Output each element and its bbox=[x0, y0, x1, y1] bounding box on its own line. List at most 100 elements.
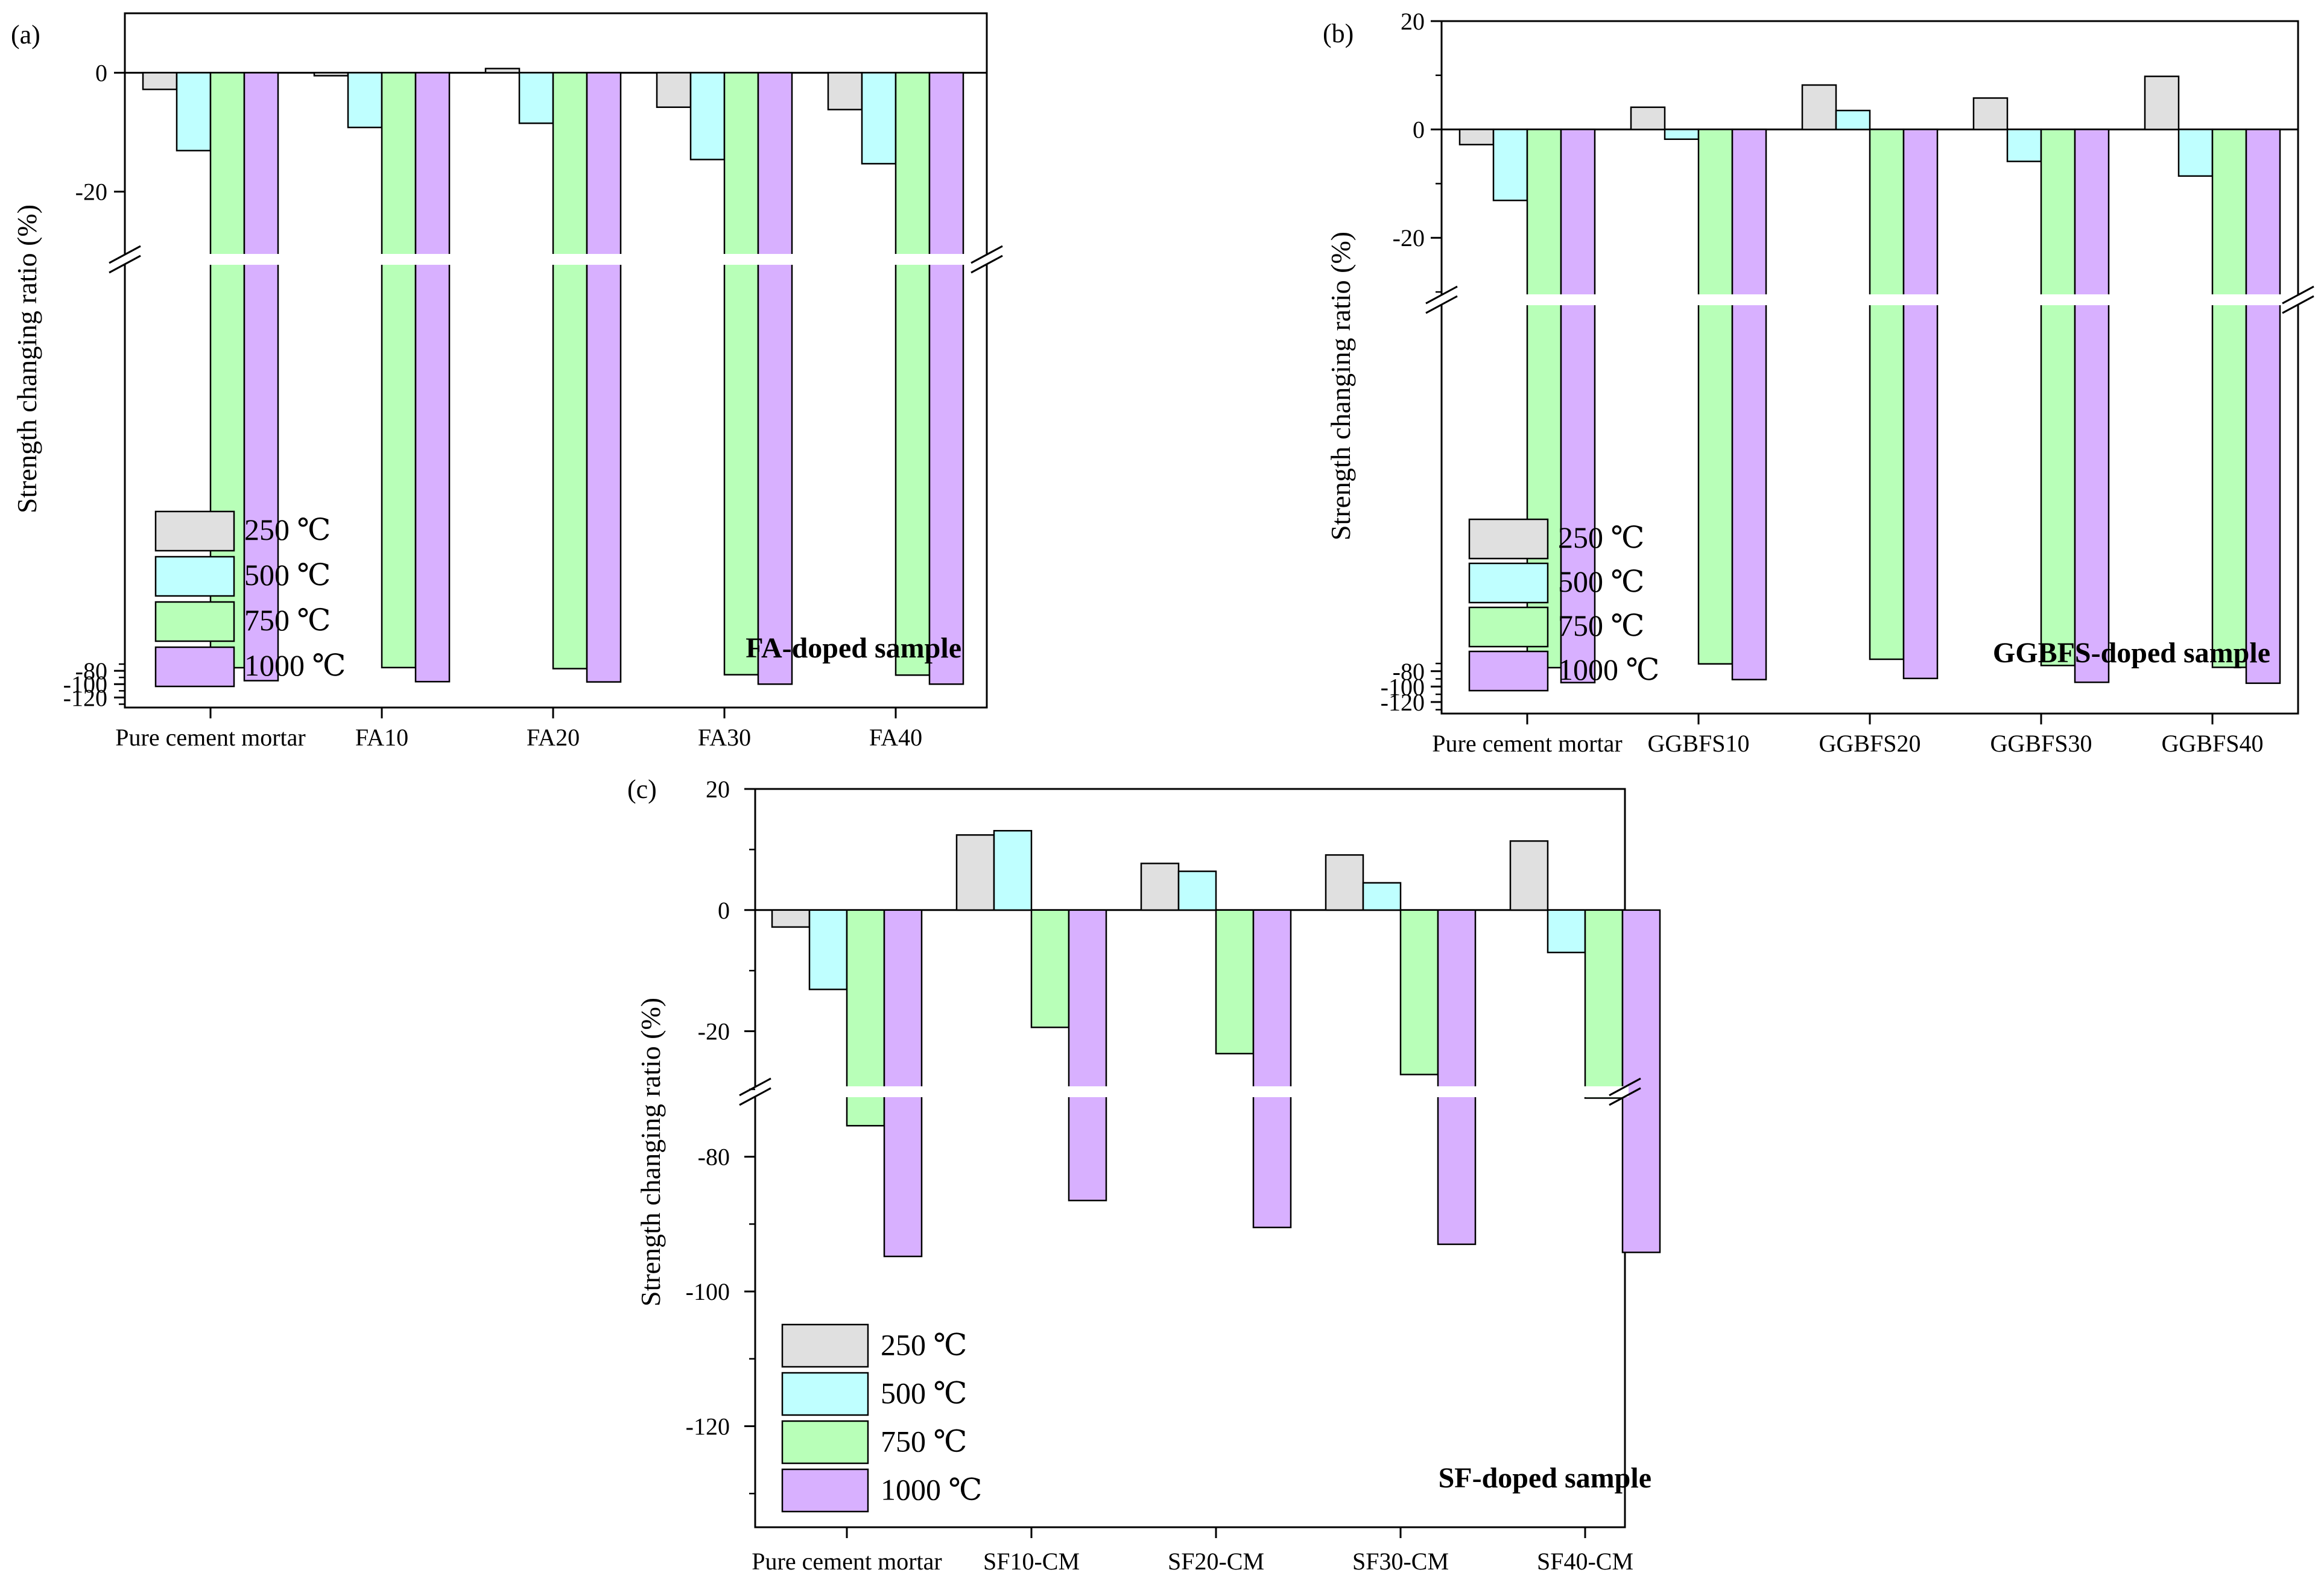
bar-750c-fa40 bbox=[895, 72, 931, 676]
axis-break-spine-gap bbox=[983, 254, 990, 265]
axis-break-mark-left bbox=[739, 1087, 771, 1106]
y-tick-label: 20 bbox=[706, 776, 730, 803]
bar-1000c-ggbfs10 bbox=[1731, 128, 1767, 680]
y-tick-label: -120 bbox=[686, 1413, 730, 1440]
plot-frame bbox=[124, 12, 988, 709]
y-axis-label: Strength changing ratio (%) bbox=[635, 998, 666, 1306]
legend-swatch-500 bbox=[1468, 562, 1549, 604]
y-tick-label: -100 bbox=[1381, 673, 1425, 700]
bar-750c-fa10 bbox=[381, 72, 417, 669]
panel-label: (b) bbox=[1323, 19, 1354, 48]
x-tick-label: GGBFS10 bbox=[1648, 730, 1750, 757]
bar-250c-sf20-cm bbox=[1140, 863, 1180, 911]
y-tick-label: -100 bbox=[686, 1278, 730, 1305]
legend-swatch-250 bbox=[781, 1323, 869, 1368]
x-tick-label: SF30-CM bbox=[1352, 1548, 1449, 1575]
axis-break-mark-right bbox=[2282, 285, 2314, 305]
axis-break-mark-right bbox=[2282, 295, 2314, 314]
legend-label-500: 500 ℃ bbox=[1558, 565, 1644, 598]
legend-swatch-1000 bbox=[781, 1468, 869, 1513]
bar-500c-fa40 bbox=[861, 72, 897, 165]
panel-a-fa-doped: 0 -20 -80-100-120 Pure cement mortar FA10 FA2… bbox=[11, 12, 1003, 751]
bar-1000c-fa10 bbox=[414, 72, 451, 683]
x-tick-label: GGBFS40 bbox=[2162, 730, 2264, 757]
legend-label-1000: 1000 ℃ bbox=[244, 648, 346, 682]
panel-label: (a) bbox=[11, 20, 40, 49]
y-tick-label: -20 bbox=[75, 179, 107, 206]
axis-break-gap bbox=[1443, 294, 2297, 305]
bar-500c-ggbfs10 bbox=[1664, 128, 1700, 141]
x-tick-label: Pure cement mortar bbox=[115, 724, 305, 751]
bar-500c-ggbfs40 bbox=[2177, 128, 2214, 177]
bar-250c-fa30 bbox=[656, 72, 692, 108]
bar-750c-ggbfs10 bbox=[1697, 128, 1734, 665]
bar-1000c-pure-cement-mortar bbox=[1560, 128, 1596, 683]
legend-label-500: 500 ℃ bbox=[881, 1376, 967, 1410]
y-tick-label: -80 bbox=[1393, 658, 1425, 685]
bar-250c-sf40-cm bbox=[1509, 840, 1549, 911]
bar-1000c-sf10-cm bbox=[1068, 909, 1107, 1202]
legend-label-250: 250 ℃ bbox=[244, 513, 331, 546]
y-axis-label: Strength changing ratio (%) bbox=[1325, 232, 1356, 540]
bar-250c-fa40 bbox=[827, 72, 863, 110]
bar-1000c-sf20-cm bbox=[1252, 909, 1292, 1229]
bar-1000c-fa40 bbox=[928, 72, 964, 685]
bar-250c-fa10 bbox=[313, 72, 349, 77]
bar-250c-ggbfs30 bbox=[1972, 97, 2009, 130]
axis-break-mark-left bbox=[739, 1077, 771, 1097]
legend-swatch-250 bbox=[1468, 518, 1549, 560]
y-tick-label: 0 bbox=[1413, 116, 1425, 144]
bar-500c-fa30 bbox=[689, 72, 726, 160]
y-tick-label: -120 bbox=[63, 684, 107, 711]
y-axis-label: Strength changing ratio (%) bbox=[11, 204, 42, 513]
axis-break-mark-left bbox=[109, 255, 141, 274]
legend-swatch-750 bbox=[154, 601, 235, 642]
x-tick-label: SF20-CM bbox=[1168, 1548, 1264, 1575]
bar-250c-pure-cement-mortar bbox=[771, 909, 811, 928]
bar-250c-sf30-cm bbox=[1325, 854, 1364, 911]
bar-750c-fa20 bbox=[552, 72, 588, 670]
legend-swatch-1000 bbox=[154, 646, 235, 688]
bar-1000c-sf40-cm bbox=[1621, 909, 1661, 1253]
bar-250c-sf10-cm bbox=[955, 834, 995, 911]
y-tick-label: -120 bbox=[1381, 689, 1425, 716]
axis-break-spine-gap bbox=[2294, 294, 2302, 305]
bar-1000c-fa20 bbox=[586, 72, 622, 683]
axis-break-mark-right bbox=[971, 245, 1003, 264]
bar-500c-sf30-cm bbox=[1362, 882, 1402, 911]
x-tick-label: FA40 bbox=[869, 724, 922, 751]
bar-750c-sf10-cm bbox=[1030, 909, 1070, 1028]
y-tick-label: -80 bbox=[698, 1144, 730, 1171]
y-tick-label: -20 bbox=[1393, 224, 1425, 252]
chart-title: GGBFS-doped sample bbox=[1993, 637, 2270, 669]
bar-500c-ggbfs30 bbox=[2006, 128, 2042, 162]
bar-250c-pure-cement-mortar bbox=[142, 72, 178, 90]
bar-1000c-ggbfs30 bbox=[2074, 128, 2110, 683]
x-tick-label: FA10 bbox=[355, 724, 408, 751]
bar-250c-pure-cement-mortar bbox=[1458, 128, 1495, 146]
y-tick-label: 20 bbox=[1401, 8, 1425, 35]
legend-label-750: 750 ℃ bbox=[244, 603, 331, 637]
axis-break-gap bbox=[126, 254, 986, 265]
legend-label-500: 500 ℃ bbox=[244, 558, 331, 592]
bar-250c-fa20 bbox=[484, 68, 521, 74]
bar-750c-ggbfs20 bbox=[1869, 128, 1905, 660]
x-tick-label: GGBFS20 bbox=[1819, 730, 1921, 757]
legend-swatch-250 bbox=[154, 510, 235, 552]
axis-break-spine-gap bbox=[121, 254, 128, 265]
axis-break-mark-right bbox=[1609, 1077, 1641, 1097]
bar-750c-fa30 bbox=[723, 72, 759, 676]
legend-label-750: 750 ℃ bbox=[881, 1424, 967, 1458]
bar-250c-ggbfs10 bbox=[1630, 106, 1666, 130]
bar-500c-pure-cement-mortar bbox=[808, 909, 848, 990]
panel-c-sf-doped: 20 0 -20 -80 -100 -120 Pure cement mortar SF10-… bbox=[627, 774, 1661, 1575]
bar-500c-pure-cement-mortar bbox=[1492, 128, 1528, 201]
legend-swatch-750 bbox=[1468, 606, 1549, 648]
y-tick-label: 0 bbox=[718, 897, 730, 924]
bar-1000c-fa30 bbox=[757, 72, 793, 685]
x-tick-label: Pure cement mortar bbox=[752, 1548, 942, 1575]
axis-break-mark-right bbox=[971, 255, 1003, 274]
axis-break-spine-gap bbox=[1438, 294, 1445, 305]
bar-500c-fa10 bbox=[347, 72, 383, 128]
bar-250c-ggbfs40 bbox=[2144, 75, 2180, 130]
